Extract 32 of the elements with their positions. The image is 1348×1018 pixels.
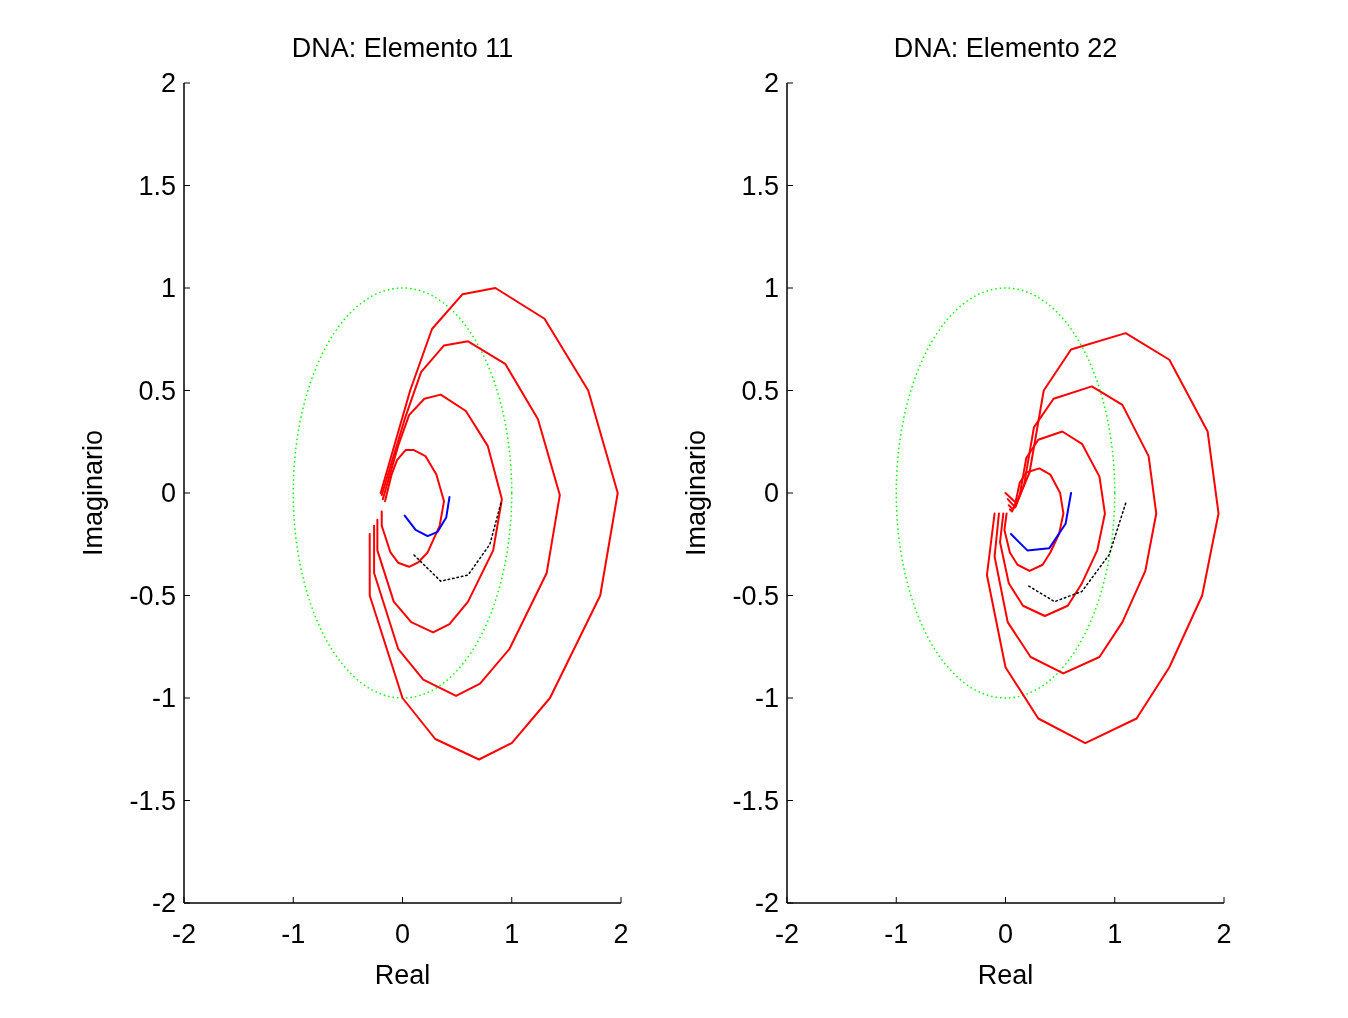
y-tick-label: 1.5 [741,170,779,201]
x-tick-label: 0 [997,919,1014,949]
x-tick-label: 1 [504,919,520,949]
y-tick-label: 0 [763,478,779,509]
y-tick-label: 1 [160,273,176,304]
x-tick-label: -1 [281,919,306,949]
y-tick-label: -0.5 [732,580,779,611]
y-axis-title: Imaginario [78,429,108,557]
x-axis-title: Real [977,960,1034,990]
y-axis-title: Imaginario [681,429,711,557]
y-tick-label: 1 [763,273,779,304]
chart-title: DNA: Elemento 22 [893,33,1118,63]
x-tick-label: -1 [884,919,909,949]
y-tick-label: -2 [151,888,176,919]
y-tick-label: 2 [763,68,779,99]
y-tick-label: -1 [754,683,779,714]
y-tick-label: -2 [754,888,779,919]
x-tick-label: 0 [394,919,411,949]
y-tick-label: -0.5 [129,580,176,611]
y-tick-label: 2 [160,68,176,99]
chart-title: DNA: Elemento 11 [291,33,514,63]
x-tick-label: 2 [613,919,629,949]
y-tick-label: 0.5 [138,375,176,406]
x-axis-title: Real [374,960,431,990]
y-tick-label: 0 [160,478,176,509]
y-tick-label: -1 [151,683,176,714]
y-tick-label: -1.5 [732,785,779,816]
x-tick-label: 2 [1216,919,1232,949]
y-tick-label: 0.5 [741,375,779,406]
x-tick-label: 1 [1107,919,1123,949]
y-tick-label: -1.5 [129,785,176,816]
y-tick-label: 1.5 [138,170,176,201]
